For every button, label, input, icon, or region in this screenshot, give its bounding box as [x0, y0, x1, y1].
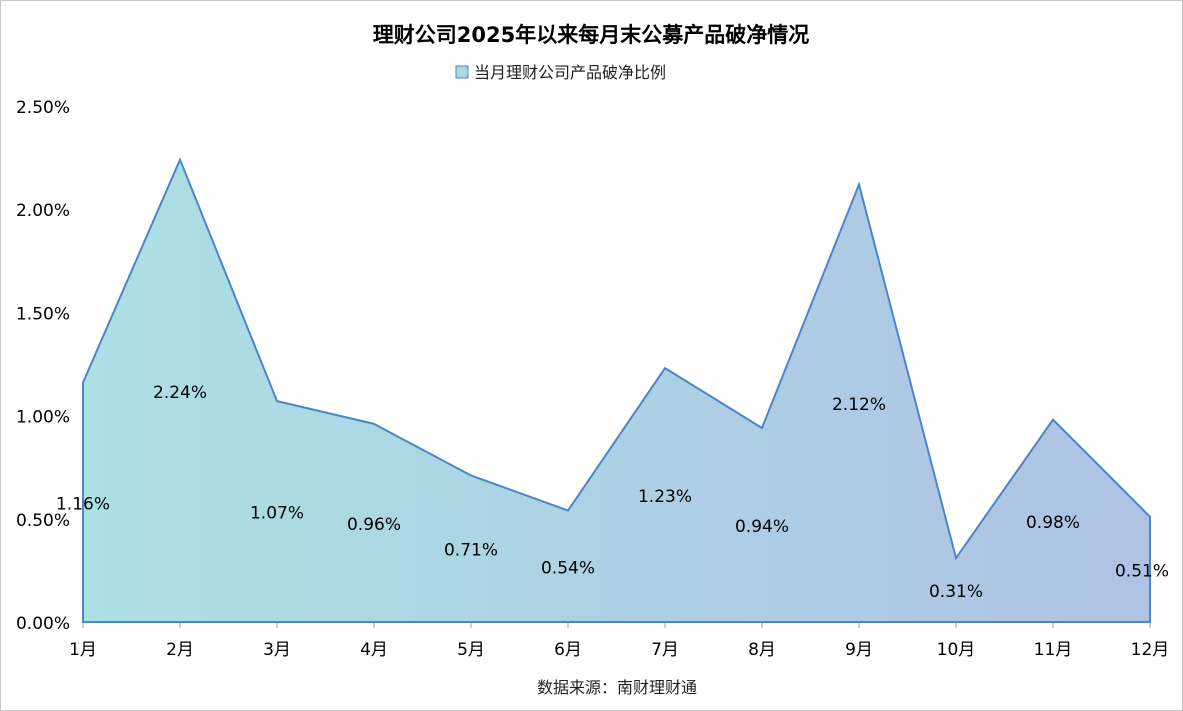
x-tick-label: 1月	[69, 640, 97, 660]
data-label: 0.54%	[541, 558, 595, 578]
data-label: 1.07%	[250, 504, 304, 524]
x-tick-label: 4月	[360, 640, 388, 660]
x-tick-label: 9月	[845, 640, 873, 660]
data-label: 0.31%	[929, 582, 983, 602]
x-tick-label: 5月	[457, 640, 485, 660]
legend-label: 当月理财公司产品破净比例	[474, 63, 666, 82]
x-tick-label: 10月	[937, 640, 976, 660]
source-note: 数据来源：南财理财通	[537, 678, 697, 697]
x-tick-label: 2月	[166, 640, 194, 660]
x-tick-label: 6月	[554, 640, 582, 660]
x-tick-label: 11月	[1034, 640, 1073, 660]
data-label: 0.96%	[347, 515, 401, 535]
y-tick-label: 2.50%	[16, 98, 70, 118]
y-tick-label: 1.50%	[16, 304, 70, 324]
x-tick-label: 3月	[263, 640, 291, 660]
data-label: 1.23%	[638, 487, 692, 507]
data-label: 0.94%	[735, 517, 789, 537]
y-tick-label: 0.50%	[16, 511, 70, 531]
x-tick-label: 7月	[651, 640, 679, 660]
data-label: 2.12%	[832, 395, 886, 415]
x-tick-label: 8月	[748, 640, 776, 660]
y-tick-label: 0.00%	[16, 614, 70, 634]
chart-title: 理财公司2025年以来每月末公募产品破净情况	[373, 23, 809, 47]
data-label: 0.98%	[1026, 513, 1080, 533]
y-tick-label: 2.00%	[16, 201, 70, 221]
data-label: 0.71%	[444, 541, 498, 561]
x-tick-label: 12月	[1131, 640, 1170, 660]
data-label: 0.51%	[1115, 561, 1169, 581]
legend-swatch	[455, 65, 469, 79]
legend: 当月理财公司产品破净比例	[455, 63, 666, 82]
data-label: 1.16%	[56, 494, 110, 514]
data-label: 2.24%	[153, 383, 207, 403]
y-tick-label: 1.00%	[16, 408, 70, 428]
area-series	[82, 157, 1151, 623]
